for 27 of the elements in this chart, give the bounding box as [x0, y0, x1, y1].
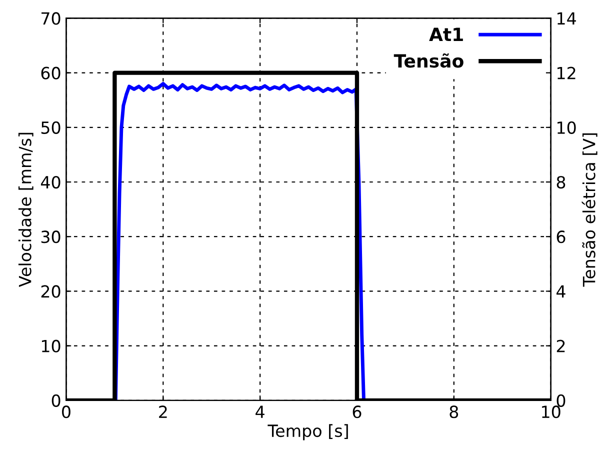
- y2-tick-label: 4: [556, 285, 566, 298]
- y-tick-label: 60: [41, 66, 60, 80]
- y2-tick-label: 2: [556, 340, 565, 352]
- y2-tick-label: 14: [558, 12, 576, 25]
- y2-tick-label: 6: [556, 230, 566, 244]
- x-tick-label: 0: [62, 406, 70, 418]
- y2-axis-title: Tensão elétrica [V]: [582, 133, 598, 287]
- y-tick-label: 70: [42, 12, 60, 25]
- y2-tick-label: 12: [558, 66, 576, 80]
- y-tick-label: 50: [41, 121, 60, 134]
- x-tick-label: 2: [159, 406, 167, 418]
- x-axis-title: Tempo [s]: [268, 424, 348, 440]
- y-tick-label: 0: [52, 394, 60, 407]
- y2-tick-label: 10: [558, 121, 576, 134]
- y-tick-label: 30: [41, 230, 60, 244]
- legend-label: Tensão: [394, 53, 464, 68]
- y-tick-label: 10: [42, 340, 60, 352]
- x-tick-label: 6: [352, 406, 362, 418]
- y-tick-label: 40: [40, 176, 60, 189]
- x-tick-label: 8: [450, 406, 458, 418]
- y2-tick-label: 8: [556, 176, 566, 189]
- y-tick-label: 20: [41, 285, 60, 298]
- y2-tick-label: 0: [556, 394, 566, 407]
- x-tick-label: 10: [542, 406, 560, 418]
- x-tick-label: 4: [256, 406, 264, 418]
- legend-label: At1: [429, 28, 463, 41]
- y-axis-title: Velocidade [mm/s]: [18, 132, 34, 288]
